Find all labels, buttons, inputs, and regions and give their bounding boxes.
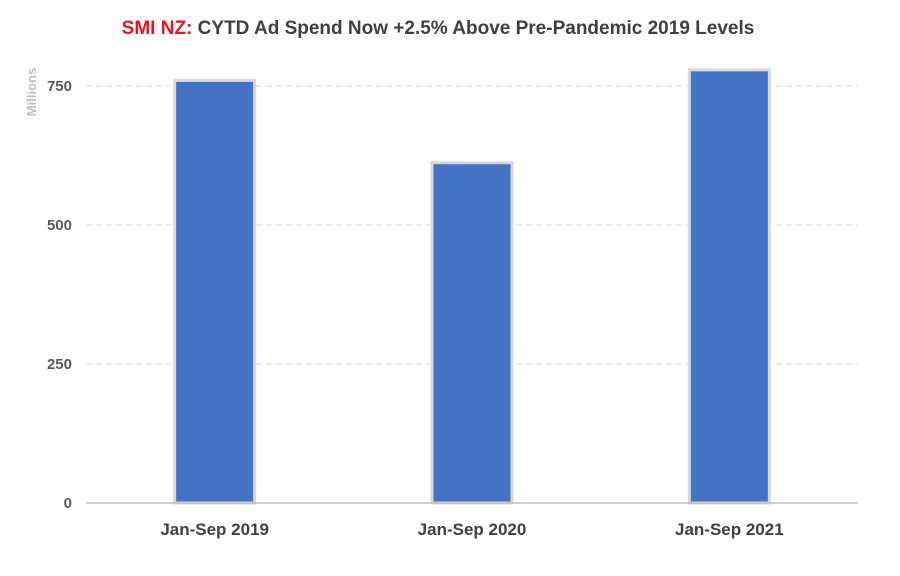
y-tick-label: 750 [47, 78, 72, 95]
chart-title: SMI NZ: CYTD Ad Spend Now +2.5% Above Pr… [0, 18, 876, 40]
x-tick-label: Jan-Sep 2020 [418, 520, 527, 539]
y-tick-label: 0 [64, 495, 72, 512]
chart-title-text: CYTD Ad Spend Now +2.5% Above Pre-Pandem… [197, 18, 755, 39]
bars [173, 68, 771, 505]
x-tick-label: Jan-Sep 2021 [675, 520, 784, 539]
y-tick-label: 250 [47, 356, 72, 373]
bar [173, 78, 257, 505]
bar [687, 68, 771, 505]
chart-title-brand: SMI NZ: [121, 18, 193, 39]
bar [430, 161, 514, 505]
x-tick-label: Jan-Sep 2019 [160, 520, 269, 539]
y-tick-label: 500 [47, 217, 72, 234]
y-axis-label: Millions [24, 68, 39, 116]
x-tick-labels: Jan-Sep 2019 Jan-Sep 2020 Jan-Sep 2021 [160, 520, 783, 539]
y-tick-labels: 0 250 500 750 [47, 78, 72, 512]
